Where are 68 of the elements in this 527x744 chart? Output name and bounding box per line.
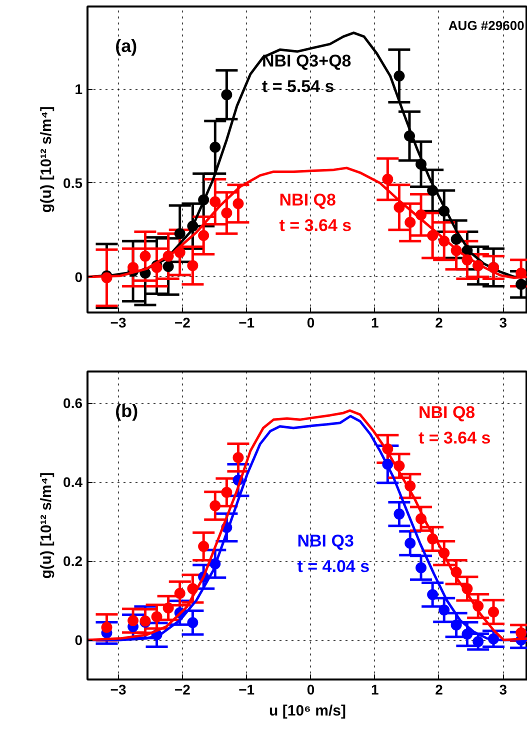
x-tick-label: 0 bbox=[306, 682, 315, 698]
point bbox=[404, 216, 416, 228]
point bbox=[221, 208, 232, 218]
y-tick-label: 0 bbox=[74, 632, 83, 648]
y-tick-label: 0 bbox=[74, 268, 83, 285]
y-tick-label: 0.5 bbox=[63, 174, 83, 191]
x-tick-label: −2 bbox=[174, 682, 191, 698]
point bbox=[427, 230, 438, 242]
annotation: (a) bbox=[115, 36, 138, 56]
text: NBI Q3 t = 4.04 s bbox=[297, 531, 370, 576]
x-tick-label: −1 bbox=[238, 314, 255, 330]
series-label: NBI Q8 t = 3.64 s bbox=[418, 403, 491, 448]
point bbox=[174, 588, 186, 599]
point bbox=[516, 278, 527, 290]
point bbox=[210, 142, 221, 153]
point bbox=[427, 589, 438, 600]
point bbox=[450, 620, 462, 630]
point bbox=[128, 262, 139, 273]
point bbox=[394, 70, 405, 82]
point bbox=[174, 228, 186, 240]
x-tick-label: −2 bbox=[174, 314, 191, 330]
point bbox=[151, 611, 162, 622]
point bbox=[187, 617, 198, 628]
point bbox=[462, 628, 473, 640]
point bbox=[394, 202, 405, 213]
point bbox=[488, 606, 500, 618]
point bbox=[210, 196, 221, 208]
point bbox=[232, 452, 244, 464]
point bbox=[198, 230, 210, 242]
point bbox=[438, 604, 450, 616]
point bbox=[404, 538, 416, 549]
point bbox=[516, 627, 527, 638]
point bbox=[221, 486, 232, 498]
x-tick-label: 2 bbox=[435, 314, 444, 330]
x-tick-label: 1 bbox=[370, 682, 379, 698]
x-tick-label: 0 bbox=[306, 314, 315, 330]
point bbox=[394, 508, 405, 520]
series-label: NBI Q3+Q8 t = 5.54 s bbox=[262, 52, 352, 96]
point bbox=[221, 89, 232, 100]
point bbox=[416, 562, 427, 574]
point bbox=[210, 500, 221, 512]
point bbox=[128, 615, 139, 626]
x-tick-label: 1 bbox=[370, 314, 379, 330]
point bbox=[198, 540, 210, 552]
x-tick-label: 3 bbox=[499, 682, 508, 698]
point bbox=[162, 261, 174, 272]
annotation: AUG #29600 bbox=[448, 18, 524, 33]
x-tick-label: 2 bbox=[435, 682, 444, 698]
point bbox=[162, 602, 174, 614]
point bbox=[232, 198, 244, 210]
y-axis-title: g(u) [10¹² s/m⁴] bbox=[38, 106, 56, 213]
y-axis-title: g(u) [10¹² s/m⁴] bbox=[38, 472, 56, 579]
x-tick-label: 3 bbox=[499, 314, 508, 330]
point bbox=[101, 622, 112, 633]
point bbox=[187, 260, 198, 272]
y-tick-label: 0.2 bbox=[63, 553, 83, 570]
x-tick-label: −1 bbox=[238, 682, 255, 698]
point bbox=[472, 636, 484, 648]
y-tick-label: 1 bbox=[74, 81, 83, 98]
x-tick-label: −3 bbox=[110, 682, 126, 698]
y-tick-label: 0.6 bbox=[63, 395, 83, 412]
series-label: NBI Q8 t = 3.64 s bbox=[279, 190, 352, 236]
point bbox=[140, 250, 151, 262]
x-tick-label: −3 bbox=[110, 314, 126, 330]
point bbox=[382, 174, 394, 185]
y-tick-label: 0.4 bbox=[63, 474, 83, 490]
x-axis-title: u [10⁶ m/s] bbox=[269, 702, 346, 720]
annotation: (b) bbox=[115, 400, 138, 421]
